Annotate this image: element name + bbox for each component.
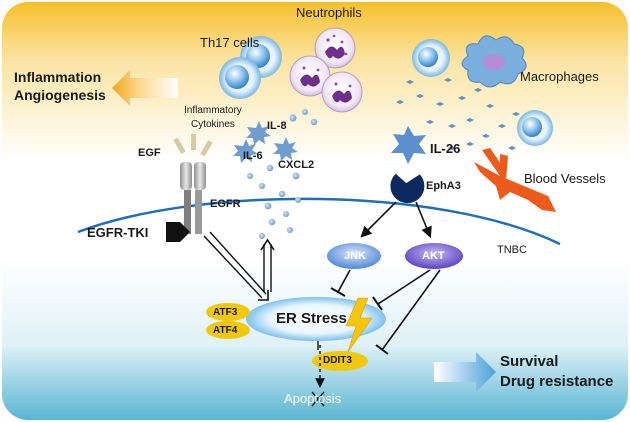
- atf3-node: [206, 303, 250, 321]
- cxcl2-cytokine: [273, 137, 298, 161]
- er-stress-node: [246, 297, 386, 341]
- inflammatory-label: Inflammatory: [184, 105, 242, 116]
- apoptosis-label: Apoptosis: [284, 391, 342, 406]
- neutrophil-1: [314, 27, 356, 69]
- lightning-icon: [345, 297, 373, 353]
- th17-cell-2: [219, 57, 261, 99]
- il26-label: IL-26: [430, 141, 461, 156]
- akt-node: [405, 243, 463, 269]
- egfr-tki-label: EGFR-TKI: [87, 225, 149, 240]
- pathway-arrows: [203, 201, 441, 388]
- ddit3-node: [312, 351, 368, 371]
- blood-vessel: [474, 162, 556, 212]
- jnk-node: [327, 243, 381, 269]
- er-stress-label: ER Stress: [276, 310, 347, 327]
- atf3-label: ATF3: [213, 307, 238, 318]
- apoptosis-blocked-icon: [311, 391, 325, 407]
- atf4-node: [206, 321, 250, 339]
- epha3-label: EphA3: [426, 180, 461, 192]
- epha3-receptor: [390, 173, 425, 204]
- akt-label: AKT: [422, 250, 445, 262]
- inflammation-label: Inflammation: [14, 69, 102, 85]
- il6-cytokine: [233, 139, 258, 163]
- il8-cytokine: [246, 121, 271, 145]
- il8-label: IL-8: [267, 120, 287, 132]
- egf-ligand: [173, 134, 213, 157]
- neutrophils-label: Neutrophils: [296, 5, 362, 20]
- ddit3-label: DDIT3: [323, 355, 352, 366]
- blood-vessels-label: Blood Vessels: [524, 171, 606, 186]
- monocyte-2: [517, 110, 553, 146]
- survival-arrow: [434, 352, 496, 392]
- survival-label: Survival: [500, 353, 559, 370]
- atf4-label: ATF4: [213, 325, 238, 336]
- th17-label: Th17 cells: [200, 35, 260, 50]
- egfr-label: EGFR: [210, 198, 241, 210]
- cytokine-dots-left: [247, 109, 318, 239]
- il26-star: [391, 126, 426, 164]
- cell-membrane: [77, 197, 561, 246]
- il6-label: IL-6: [243, 150, 263, 162]
- tnbc-label: TNBC: [497, 244, 527, 256]
- cytokines-label: Cytokines: [191, 119, 235, 130]
- neutrophil-3: [321, 71, 363, 113]
- angiogenesis-label: Angiogenesis: [14, 87, 106, 103]
- drug-resistance-label: Drug resistance: [500, 373, 614, 390]
- monocyte-1: [412, 39, 450, 77]
- egf-label: EGF: [138, 147, 161, 159]
- jnk-label: JNK: [344, 250, 367, 262]
- inflammation-arrow: [112, 70, 178, 106]
- egfr-tki-inhibitor: [166, 222, 190, 242]
- macrophages-label: Macrophages: [520, 69, 599, 84]
- macrophage: [461, 35, 527, 88]
- egfr-receptor: [180, 162, 206, 234]
- cxcl2-label: CXCL2: [278, 159, 315, 171]
